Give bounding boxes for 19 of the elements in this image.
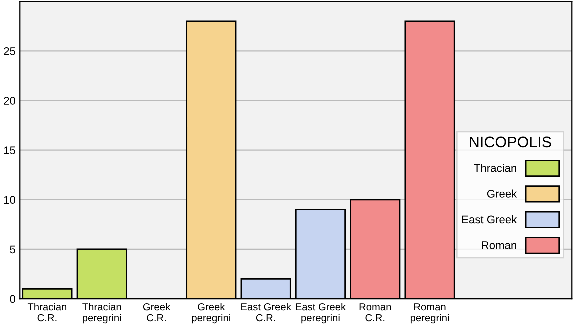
x-tick-label: Thracian peregrini [82, 303, 122, 324]
x-tick-label: East Greek C.R. [242, 303, 292, 322]
y-tick-label: 20 [4, 97, 16, 105]
y-tick-label: 25 [4, 48, 16, 56]
legend-label: Roman [482, 242, 516, 250]
x-tick-label: East Greek peregrini [296, 303, 346, 324]
y-tick-label: 10 [4, 196, 16, 204]
x-tick-label: Greek peregrini [192, 303, 230, 324]
legend-label: East Greek [462, 215, 518, 224]
legend-title: NICOPOLIS [470, 136, 552, 148]
legend-label: Thracian [474, 164, 516, 172]
x-tick-label: Greek C.R. [143, 303, 171, 322]
y-tick-label: 0 [10, 295, 16, 304]
legend-label: Greek [487, 190, 518, 198]
x-tick-label: Roman C.R. [360, 304, 392, 322]
x-tick-label: Thracian C.R. [28, 303, 67, 322]
y-tick-label: 15 [4, 146, 16, 154]
x-tick-label: Roman peregrini [410, 304, 450, 324]
y-tick-label: 5 [10, 246, 16, 254]
